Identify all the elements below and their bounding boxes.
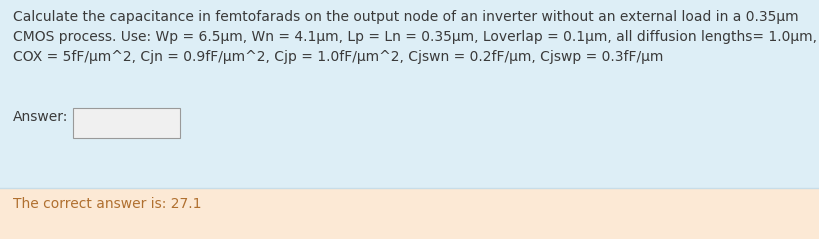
- Bar: [0, 188, 819, 239]
- Text: Answer:: Answer:: [13, 110, 68, 124]
- Bar: [0, 0, 819, 188]
- Text: CMOS process. Use: Wp = 6.5μm, Wn = 4.1μm, Lp = Ln = 0.35μm, Loverlap = 0.1μm, a: CMOS process. Use: Wp = 6.5μm, Wn = 4.1μ…: [13, 30, 816, 44]
- Text: Calculate the capacitance in femtofarads on the output node of an inverter witho: Calculate the capacitance in femtofarads…: [13, 10, 798, 24]
- Bar: [73, 108, 180, 138]
- Text: The correct answer is: 27.1: The correct answer is: 27.1: [13, 197, 201, 211]
- Text: COX = 5fF/μm^2, Cjn = 0.9fF/μm^2, Cjp = 1.0fF/μm^2, Cjswn = 0.2fF/μm, Cjswp = 0.: COX = 5fF/μm^2, Cjn = 0.9fF/μm^2, Cjp = …: [13, 50, 663, 64]
